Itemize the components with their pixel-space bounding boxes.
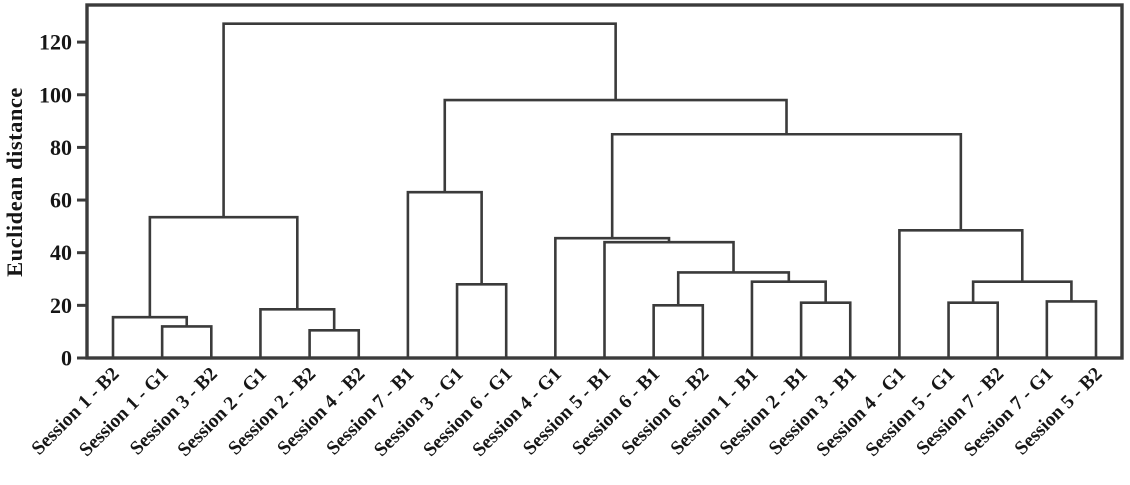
merge-link — [898, 229, 1024, 358]
merge-link — [160, 325, 213, 358]
merge-link — [799, 301, 852, 358]
merge-link — [652, 304, 705, 358]
merge-link — [455, 282, 508, 358]
y-tick-label: 80 — [50, 135, 72, 160]
merge-link — [259, 307, 336, 358]
merge-link — [676, 271, 791, 306]
merge-link — [222, 22, 617, 218]
y-axis-title: Euclidean distance — [2, 87, 27, 277]
merge-link — [750, 280, 827, 358]
y-tick-label: 0 — [61, 346, 72, 371]
y-tick-label: 20 — [50, 293, 72, 318]
y-axis-ticks: 0 20 40 60 80 100 120 — [39, 30, 87, 371]
merge-link — [148, 215, 299, 318]
merge-link — [554, 236, 671, 358]
merge-link — [603, 240, 735, 358]
merge-link — [308, 329, 361, 358]
leaf-label: Session 5 - B2 — [1011, 364, 1107, 460]
merge-link — [971, 280, 1073, 303]
merge-link — [610, 132, 963, 239]
dendrogram-links — [111, 22, 1098, 358]
y-tick-label: 60 — [50, 188, 72, 213]
merge-link — [443, 98, 788, 193]
y-tick-label: 40 — [50, 240, 72, 265]
merge-link — [406, 190, 483, 358]
y-tick-label: 100 — [39, 82, 72, 107]
merge-link — [111, 315, 189, 358]
merge-link — [1045, 300, 1098, 358]
y-tick-label: 120 — [39, 30, 72, 55]
merge-link — [947, 301, 1000, 358]
